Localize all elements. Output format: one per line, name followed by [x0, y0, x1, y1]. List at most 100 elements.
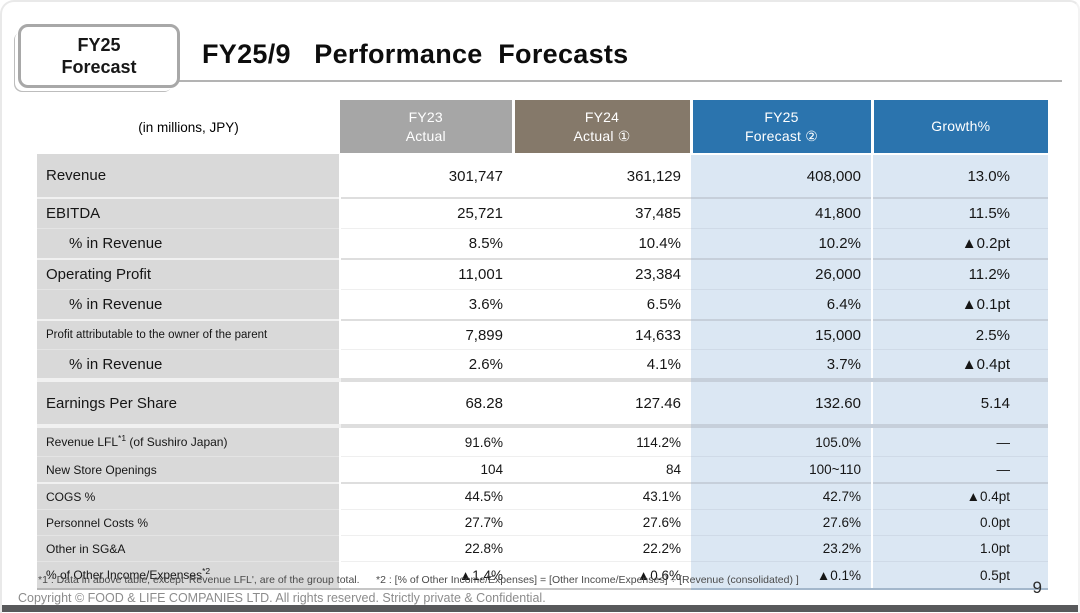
table-row-ebitda-margin: % in Revenue 8.5% 10.4% 10.2% ▲0.2pt	[37, 228, 1048, 259]
table-row-ebitda: EBITDA 25,721 37,485 41,800 11.5%	[37, 197, 1048, 229]
cell-fy25: 105.0%	[691, 424, 872, 457]
cell-fy24: 14,633	[513, 319, 691, 350]
cell-fy25: 15,000	[691, 319, 872, 350]
row-label: Earnings Per Share	[37, 378, 341, 426]
table-header-row: (in millions, JPY) FY23 Actual FY24 Actual…	[37, 100, 1048, 155]
cell-fy23: 8.5%	[340, 228, 513, 259]
footnote-marker-2: *2	[202, 566, 211, 576]
cell-growth: 11.2%	[871, 258, 1048, 290]
cell-fy25: 6.4%	[691, 289, 872, 320]
cell-fy25: 26,000	[691, 258, 872, 290]
table-row-eps: Earnings Per Share 68.28 127.46 132.60 5…	[37, 378, 1048, 426]
row-label: % in Revenue	[37, 349, 341, 380]
cell-fy24: 84	[513, 456, 691, 483]
cell-fy24: 43.1%	[513, 482, 691, 510]
page-title: FY25/9 Performance Forecasts	[202, 39, 629, 69]
row-label-suffix: (of Sushiro Japan)	[126, 435, 228, 449]
column-header-line1: Growth%	[931, 118, 991, 135]
cell-fy25: 100~110	[691, 456, 872, 483]
row-label: Operating Profit	[37, 258, 341, 290]
cell-growth: ▲0.2pt	[871, 228, 1048, 259]
cell-growth: 2.5%	[871, 319, 1048, 350]
fy25-forecast-tag: FY25 Forecast	[18, 24, 180, 88]
footnote-marker-1: *1	[118, 433, 127, 443]
row-label: EBITDA	[37, 197, 341, 229]
cell-fy23: 2.6%	[340, 349, 513, 380]
cell-fy24: 127.46	[513, 378, 691, 426]
table-row-cogs: COGS % 44.5% 43.1% 42.7% ▲0.4pt	[37, 482, 1048, 510]
cell-fy25: 42.7%	[691, 482, 872, 510]
cell-growth: 0.5pt	[871, 561, 1048, 590]
column-header-line1: FY25	[764, 109, 799, 126]
cell-fy24: 23,384	[513, 258, 691, 290]
row-label: Revenue LFL*1 (of Sushiro Japan)	[37, 424, 341, 457]
cell-fy24: 4.1%	[513, 349, 691, 380]
table-row-revenue-lfl: Revenue LFL*1 (of Sushiro Japan) 91.6% 1…	[37, 424, 1048, 457]
column-header-fy24: FY24 Actual ①	[511, 100, 691, 155]
cell-fy23: 22.8%	[340, 535, 513, 562]
cell-fy24: 37,485	[513, 197, 691, 229]
performance-table: (in millions, JPY) FY23 Actual FY24 Actual…	[37, 100, 1048, 590]
cell-fy24: 6.5%	[513, 289, 691, 320]
column-header-line1: FY23	[408, 109, 443, 126]
cell-fy25: ▲0.1%	[691, 561, 872, 590]
column-header-growth: Growth%	[870, 100, 1048, 155]
page-number: 9	[1032, 578, 1042, 597]
column-header-fy25: FY25 Forecast ②	[689, 100, 872, 155]
cell-fy24: 361,129	[513, 154, 691, 198]
unit-label: (in millions, JPY)	[37, 100, 340, 154]
title-underline	[130, 80, 1062, 82]
cell-growth: 0.0pt	[871, 509, 1048, 536]
tag-line2: Forecast	[61, 57, 137, 77]
table-row-new-store-openings: New Store Openings 104 84 100~110 —	[37, 456, 1048, 483]
row-label: Other in SG&A	[37, 535, 341, 562]
table-row-parent-profit: Profit attributable to the owner of the …	[37, 319, 1048, 350]
table-row-operating-profit-margin: % in Revenue 3.6% 6.5% 6.4% ▲0.1pt	[37, 289, 1048, 320]
table-row-other-income-expenses: % of Other Income/Expenses*2 ▲1.4% ▲0.6%…	[37, 561, 1048, 590]
cell-growth: 5.14	[871, 378, 1048, 426]
cell-fy25: 3.7%	[691, 349, 872, 380]
row-label: % of Other Income/Expenses*2	[37, 561, 341, 590]
cell-fy25: 10.2%	[691, 228, 872, 259]
cell-fy24: 22.2%	[513, 535, 691, 562]
cell-fy23: ▲1.4%	[340, 561, 513, 590]
row-label: COGS %	[37, 482, 341, 510]
bottom-bar	[2, 605, 1078, 612]
cell-growth: 13.0%	[871, 154, 1048, 198]
cell-growth: —	[871, 456, 1048, 483]
cell-growth: —	[871, 424, 1048, 457]
table-row-revenue: Revenue 301,747 361,129 408,000 13.0%	[37, 154, 1048, 198]
cell-growth: ▲0.4pt	[871, 482, 1048, 510]
cell-fy24: 27.6%	[513, 509, 691, 536]
column-header-line2: Forecast ②	[745, 127, 818, 144]
row-label: New Store Openings	[37, 456, 341, 483]
row-label-text: Revenue LFL	[46, 435, 119, 449]
tag-line1: FY25	[77, 34, 121, 55]
table-row-personnel-costs: Personnel Costs % 27.7% 27.6% 27.6% 0.0p…	[37, 509, 1048, 536]
cell-fy25: 41,800	[691, 197, 872, 229]
cell-growth: 11.5%	[871, 197, 1048, 229]
footnote-1: *1 : Data in above table, except 'Revenu…	[38, 574, 360, 586]
cell-fy25: 27.6%	[691, 509, 872, 536]
cell-growth: ▲0.1pt	[871, 289, 1048, 320]
row-label: Revenue	[37, 154, 341, 198]
cell-growth: ▲0.4pt	[871, 349, 1048, 380]
table-row-other-sga: Other in SG&A 22.8% 22.2% 23.2% 1.0pt	[37, 535, 1048, 562]
cell-fy23: 25,721	[340, 197, 513, 229]
row-label: Profit attributable to the owner of the …	[37, 319, 341, 350]
table-row-parent-profit-margin: % in Revenue 2.6% 4.1% 3.7% ▲0.4pt	[37, 349, 1048, 380]
cell-fy23: 11,001	[340, 258, 513, 290]
cell-fy23: 27.7%	[340, 509, 513, 536]
cell-fy23: 91.6%	[340, 424, 513, 457]
footnote-2: *2 : [% of Other Income/Expenses] = [Oth…	[376, 574, 799, 586]
cell-fy23: 301,747	[340, 154, 513, 198]
column-header-line2: Actual	[405, 127, 446, 144]
cell-fy24: ▲0.6%	[513, 561, 691, 590]
cell-fy23: 3.6%	[340, 289, 513, 320]
row-label: % in Revenue	[37, 228, 341, 259]
cell-fy25: 23.2%	[691, 535, 872, 562]
table-row-operating-profit: Operating Profit 11,001 23,384 26,000 11…	[37, 258, 1048, 290]
cell-fy25: 132.60	[691, 378, 872, 426]
cell-fy23: 104	[340, 456, 513, 483]
